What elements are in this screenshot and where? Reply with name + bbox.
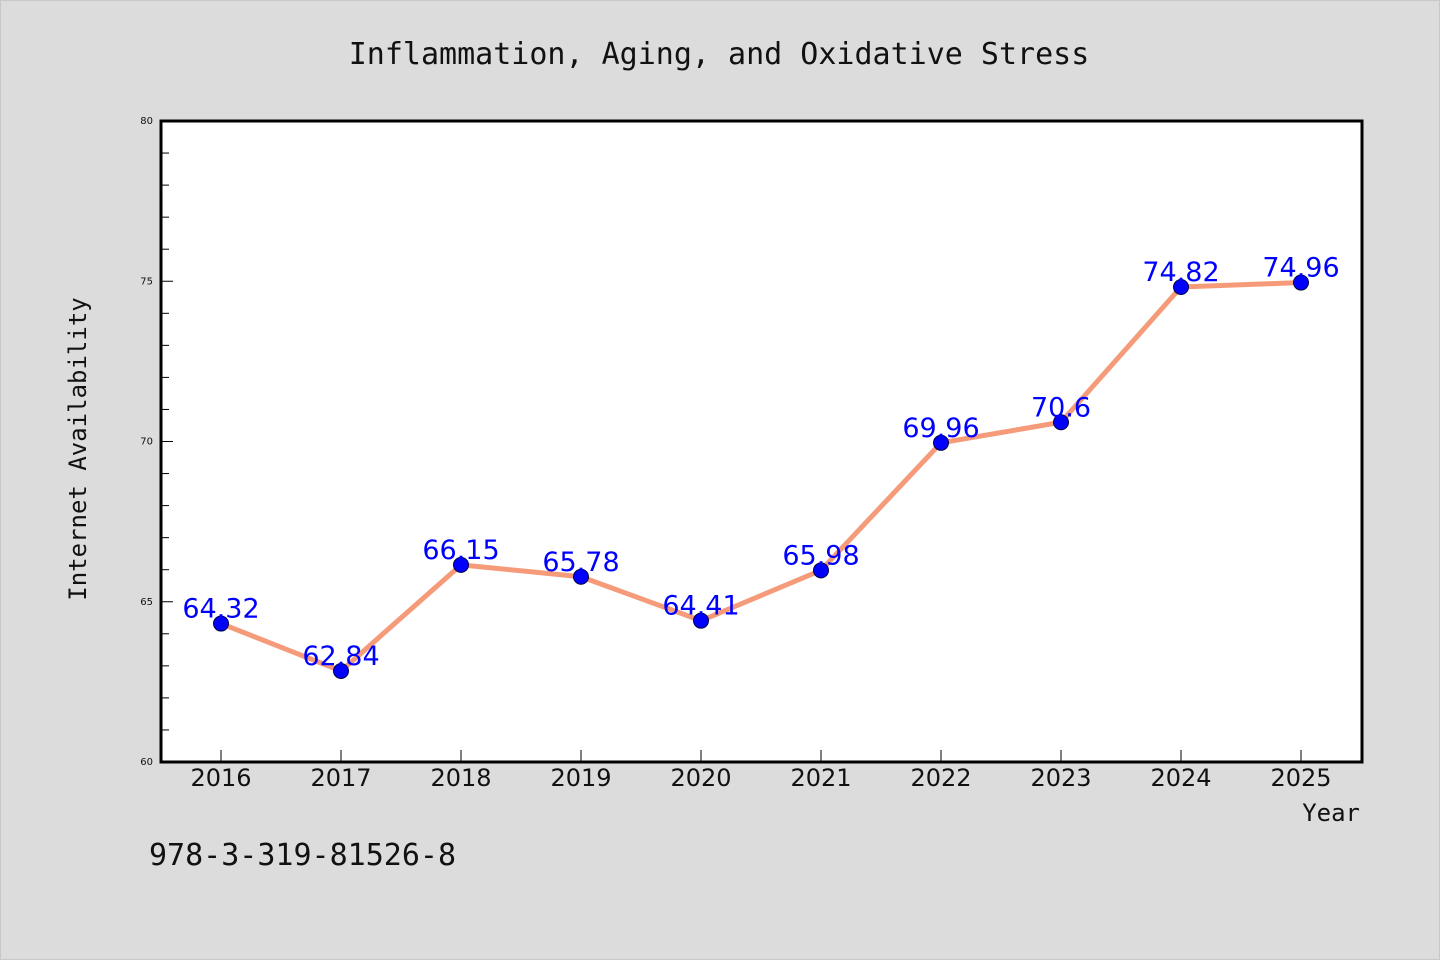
data-label: 69.96 <box>902 413 979 444</box>
x-tick-label: 2017 <box>310 764 371 792</box>
data-label: 62.84 <box>302 641 379 672</box>
x-tick-label: 2025 <box>1270 764 1331 792</box>
footer-isbn: 978-3-319-81526-8 <box>149 838 456 873</box>
data-label: 66.15 <box>422 535 499 566</box>
data-point <box>1173 279 1189 296</box>
data-point <box>693 612 709 629</box>
data-label: 64.32 <box>182 594 259 625</box>
data-point <box>933 434 949 451</box>
data-point <box>573 568 589 585</box>
x-tick-label: 2020 <box>670 764 731 792</box>
data-label: 65.98 <box>782 540 859 571</box>
data-point <box>1293 274 1309 291</box>
data-label: 70.6 <box>1031 392 1091 423</box>
data-point <box>453 556 469 573</box>
series-line <box>218 280 1304 674</box>
axis-ticks: 60 65 70 75 80 2016 2017 2018 2019 2020 2021 2022 20… <box>140 116 1331 792</box>
y-tick-label: 65 <box>140 597 153 608</box>
data-label: 64.41 <box>662 591 739 622</box>
x-tick-label: 2021 <box>790 764 851 792</box>
data-label: 74.82 <box>1142 257 1219 288</box>
data-label: 74.96 <box>1262 253 1339 284</box>
y-axis-label: Internet Availability <box>64 297 92 600</box>
x-tick-label: 2023 <box>1030 764 1091 792</box>
chart-title: Inflammation, Aging, and Oxidative Stres… <box>349 37 1090 72</box>
series-line-layer <box>218 280 1304 674</box>
series-markers <box>213 274 1309 679</box>
y-tick-label: 70 <box>140 437 153 448</box>
x-tick-label: 2024 <box>1150 764 1211 792</box>
data-point <box>213 615 229 632</box>
data-label: 65.78 <box>542 547 619 578</box>
data-point <box>333 662 349 679</box>
data-labels: 64.32 62.84 66.15 65.78 64.41 65.98 69.96 70.6 7… <box>182 253 1339 672</box>
x-tick-label: 2022 <box>910 764 971 792</box>
data-point <box>813 562 829 579</box>
x-tick-label: 2019 <box>550 764 611 792</box>
y-tick-label: 80 <box>140 116 153 127</box>
data-point <box>1053 414 1069 431</box>
y-tick-label: 75 <box>140 276 153 287</box>
x-axis-label: Year <box>1302 799 1360 827</box>
x-tick-label: 2016 <box>190 764 251 792</box>
y-tick-label: 60 <box>140 757 153 768</box>
plot-frame <box>159 119 1364 764</box>
x-tick-label: 2018 <box>430 764 491 792</box>
